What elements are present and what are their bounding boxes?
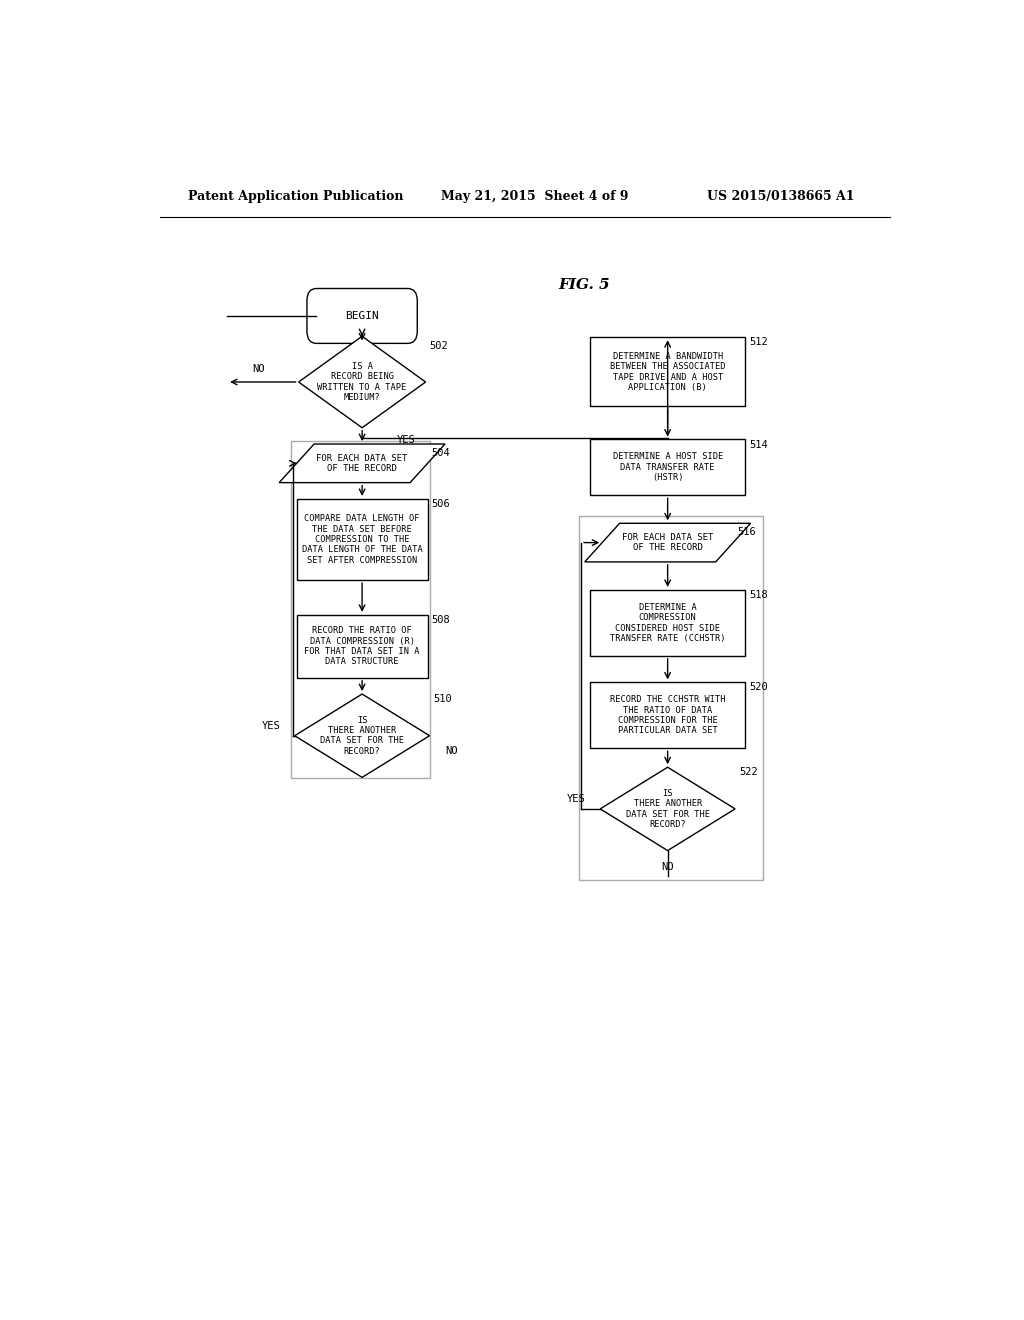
Text: RECORD THE CCHSTR WITH
THE RATIO OF DATA
COMPRESSION FOR THE
PARTICULAR DATA SET: RECORD THE CCHSTR WITH THE RATIO OF DATA… xyxy=(610,696,725,735)
Polygon shape xyxy=(299,337,426,428)
Text: YES: YES xyxy=(567,793,586,804)
Bar xyxy=(590,338,745,407)
Polygon shape xyxy=(600,767,735,850)
Bar xyxy=(291,441,430,779)
Polygon shape xyxy=(295,694,430,777)
Polygon shape xyxy=(585,523,751,562)
Text: 502: 502 xyxy=(430,342,449,351)
Bar xyxy=(590,590,745,656)
Text: NO: NO xyxy=(662,862,674,871)
Text: 508: 508 xyxy=(431,615,451,624)
Text: NO: NO xyxy=(253,364,265,374)
Text: NO: NO xyxy=(445,746,458,756)
Text: FOR EACH DATA SET
OF THE RECORD: FOR EACH DATA SET OF THE RECORD xyxy=(622,533,714,552)
Text: US 2015/0138665 A1: US 2015/0138665 A1 xyxy=(708,190,855,202)
Text: 504: 504 xyxy=(431,449,451,458)
Text: RECORD THE RATIO OF
DATA COMPRESSION (R)
FOR THAT DATA SET IN A
DATA STRUCTURE: RECORD THE RATIO OF DATA COMPRESSION (R)… xyxy=(304,626,420,667)
Bar xyxy=(590,682,745,748)
Text: May 21, 2015  Sheet 4 of 9: May 21, 2015 Sheet 4 of 9 xyxy=(441,190,629,202)
Bar xyxy=(297,615,428,677)
Text: DETERMINE A
COMPRESSION
CONSIDERED HOST SIDE
TRANSFER RATE (CCHSTR): DETERMINE A COMPRESSION CONSIDERED HOST … xyxy=(610,603,725,643)
Text: Patent Application Publication: Patent Application Publication xyxy=(187,190,403,202)
Text: 516: 516 xyxy=(737,528,756,537)
Text: 512: 512 xyxy=(749,338,768,347)
Text: IS A
RECORD BEING
WRITTEN TO A TAPE
MEDIUM?: IS A RECORD BEING WRITTEN TO A TAPE MEDI… xyxy=(317,362,407,403)
Text: FIG. 5: FIG. 5 xyxy=(558,279,610,293)
Text: COMPARE DATA LENGTH OF
THE DATA SET BEFORE
COMPRESSION TO THE
DATA LENGTH OF THE: COMPARE DATA LENGTH OF THE DATA SET BEFO… xyxy=(302,515,423,565)
Text: 520: 520 xyxy=(749,682,768,693)
Text: 506: 506 xyxy=(431,499,451,510)
Text: FOR EACH DATA SET
OF THE RECORD: FOR EACH DATA SET OF THE RECORD xyxy=(316,454,408,473)
Text: IS
THERE ANOTHER
DATA SET FOR THE
RECORD?: IS THERE ANOTHER DATA SET FOR THE RECORD… xyxy=(321,715,404,756)
FancyBboxPatch shape xyxy=(307,289,417,343)
Text: DETERMINE A HOST SIDE
DATA TRANSFER RATE
(HSTR): DETERMINE A HOST SIDE DATA TRANSFER RATE… xyxy=(612,453,723,482)
Bar xyxy=(590,440,745,495)
Polygon shape xyxy=(280,444,445,483)
Bar xyxy=(579,516,763,880)
Text: 522: 522 xyxy=(739,767,758,777)
Text: 510: 510 xyxy=(433,694,453,704)
Text: DETERMINE A BANDWIDTH
BETWEEN THE ASSOCIATED
TAPE DRIVE AND A HOST
APPLICATION (: DETERMINE A BANDWIDTH BETWEEN THE ASSOCI… xyxy=(610,351,725,392)
Bar xyxy=(297,499,428,581)
Text: IS
THERE ANOTHER
DATA SET FOR THE
RECORD?: IS THERE ANOTHER DATA SET FOR THE RECORD… xyxy=(626,789,710,829)
Text: BEGIN: BEGIN xyxy=(345,312,379,321)
Text: YES: YES xyxy=(396,436,415,445)
Text: 514: 514 xyxy=(749,440,768,450)
Text: YES: YES xyxy=(261,721,281,730)
Text: 518: 518 xyxy=(749,590,768,601)
